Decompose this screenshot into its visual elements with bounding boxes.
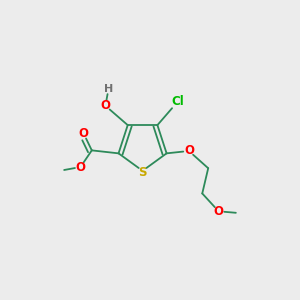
Text: O: O [76,160,85,173]
Text: Cl: Cl [172,95,184,108]
Text: S: S [138,166,147,179]
Text: O: O [79,127,88,140]
Text: O: O [100,99,110,112]
Text: H: H [104,84,113,94]
Text: O: O [214,205,224,218]
Text: O: O [184,145,194,158]
